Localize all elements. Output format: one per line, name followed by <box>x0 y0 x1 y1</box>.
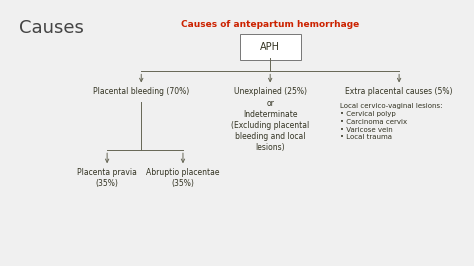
Text: APH: APH <box>260 41 280 52</box>
Text: Local cervico-vaginal lesions:
• Cervical polyp
• Carcinoma cervix
• Varicose ve: Local cervico-vaginal lesions: • Cervica… <box>340 103 443 140</box>
Text: Placental bleeding (70%): Placental bleeding (70%) <box>93 88 190 97</box>
Text: Extra placental causes (5%): Extra placental causes (5%) <box>346 88 453 97</box>
FancyBboxPatch shape <box>240 34 301 60</box>
Text: Causes of antepartum hemorrhage: Causes of antepartum hemorrhage <box>181 20 359 29</box>
Text: Unexplained (25%)
or
Indeterminate
(Excluding placental
bleeding and local
lesio: Unexplained (25%) or Indeterminate (Excl… <box>231 88 310 152</box>
Text: Placenta pravia
(35%): Placenta pravia (35%) <box>77 168 137 188</box>
Text: Abruptio placentae
(35%): Abruptio placentae (35%) <box>146 168 220 188</box>
Text: Causes: Causes <box>19 19 84 37</box>
